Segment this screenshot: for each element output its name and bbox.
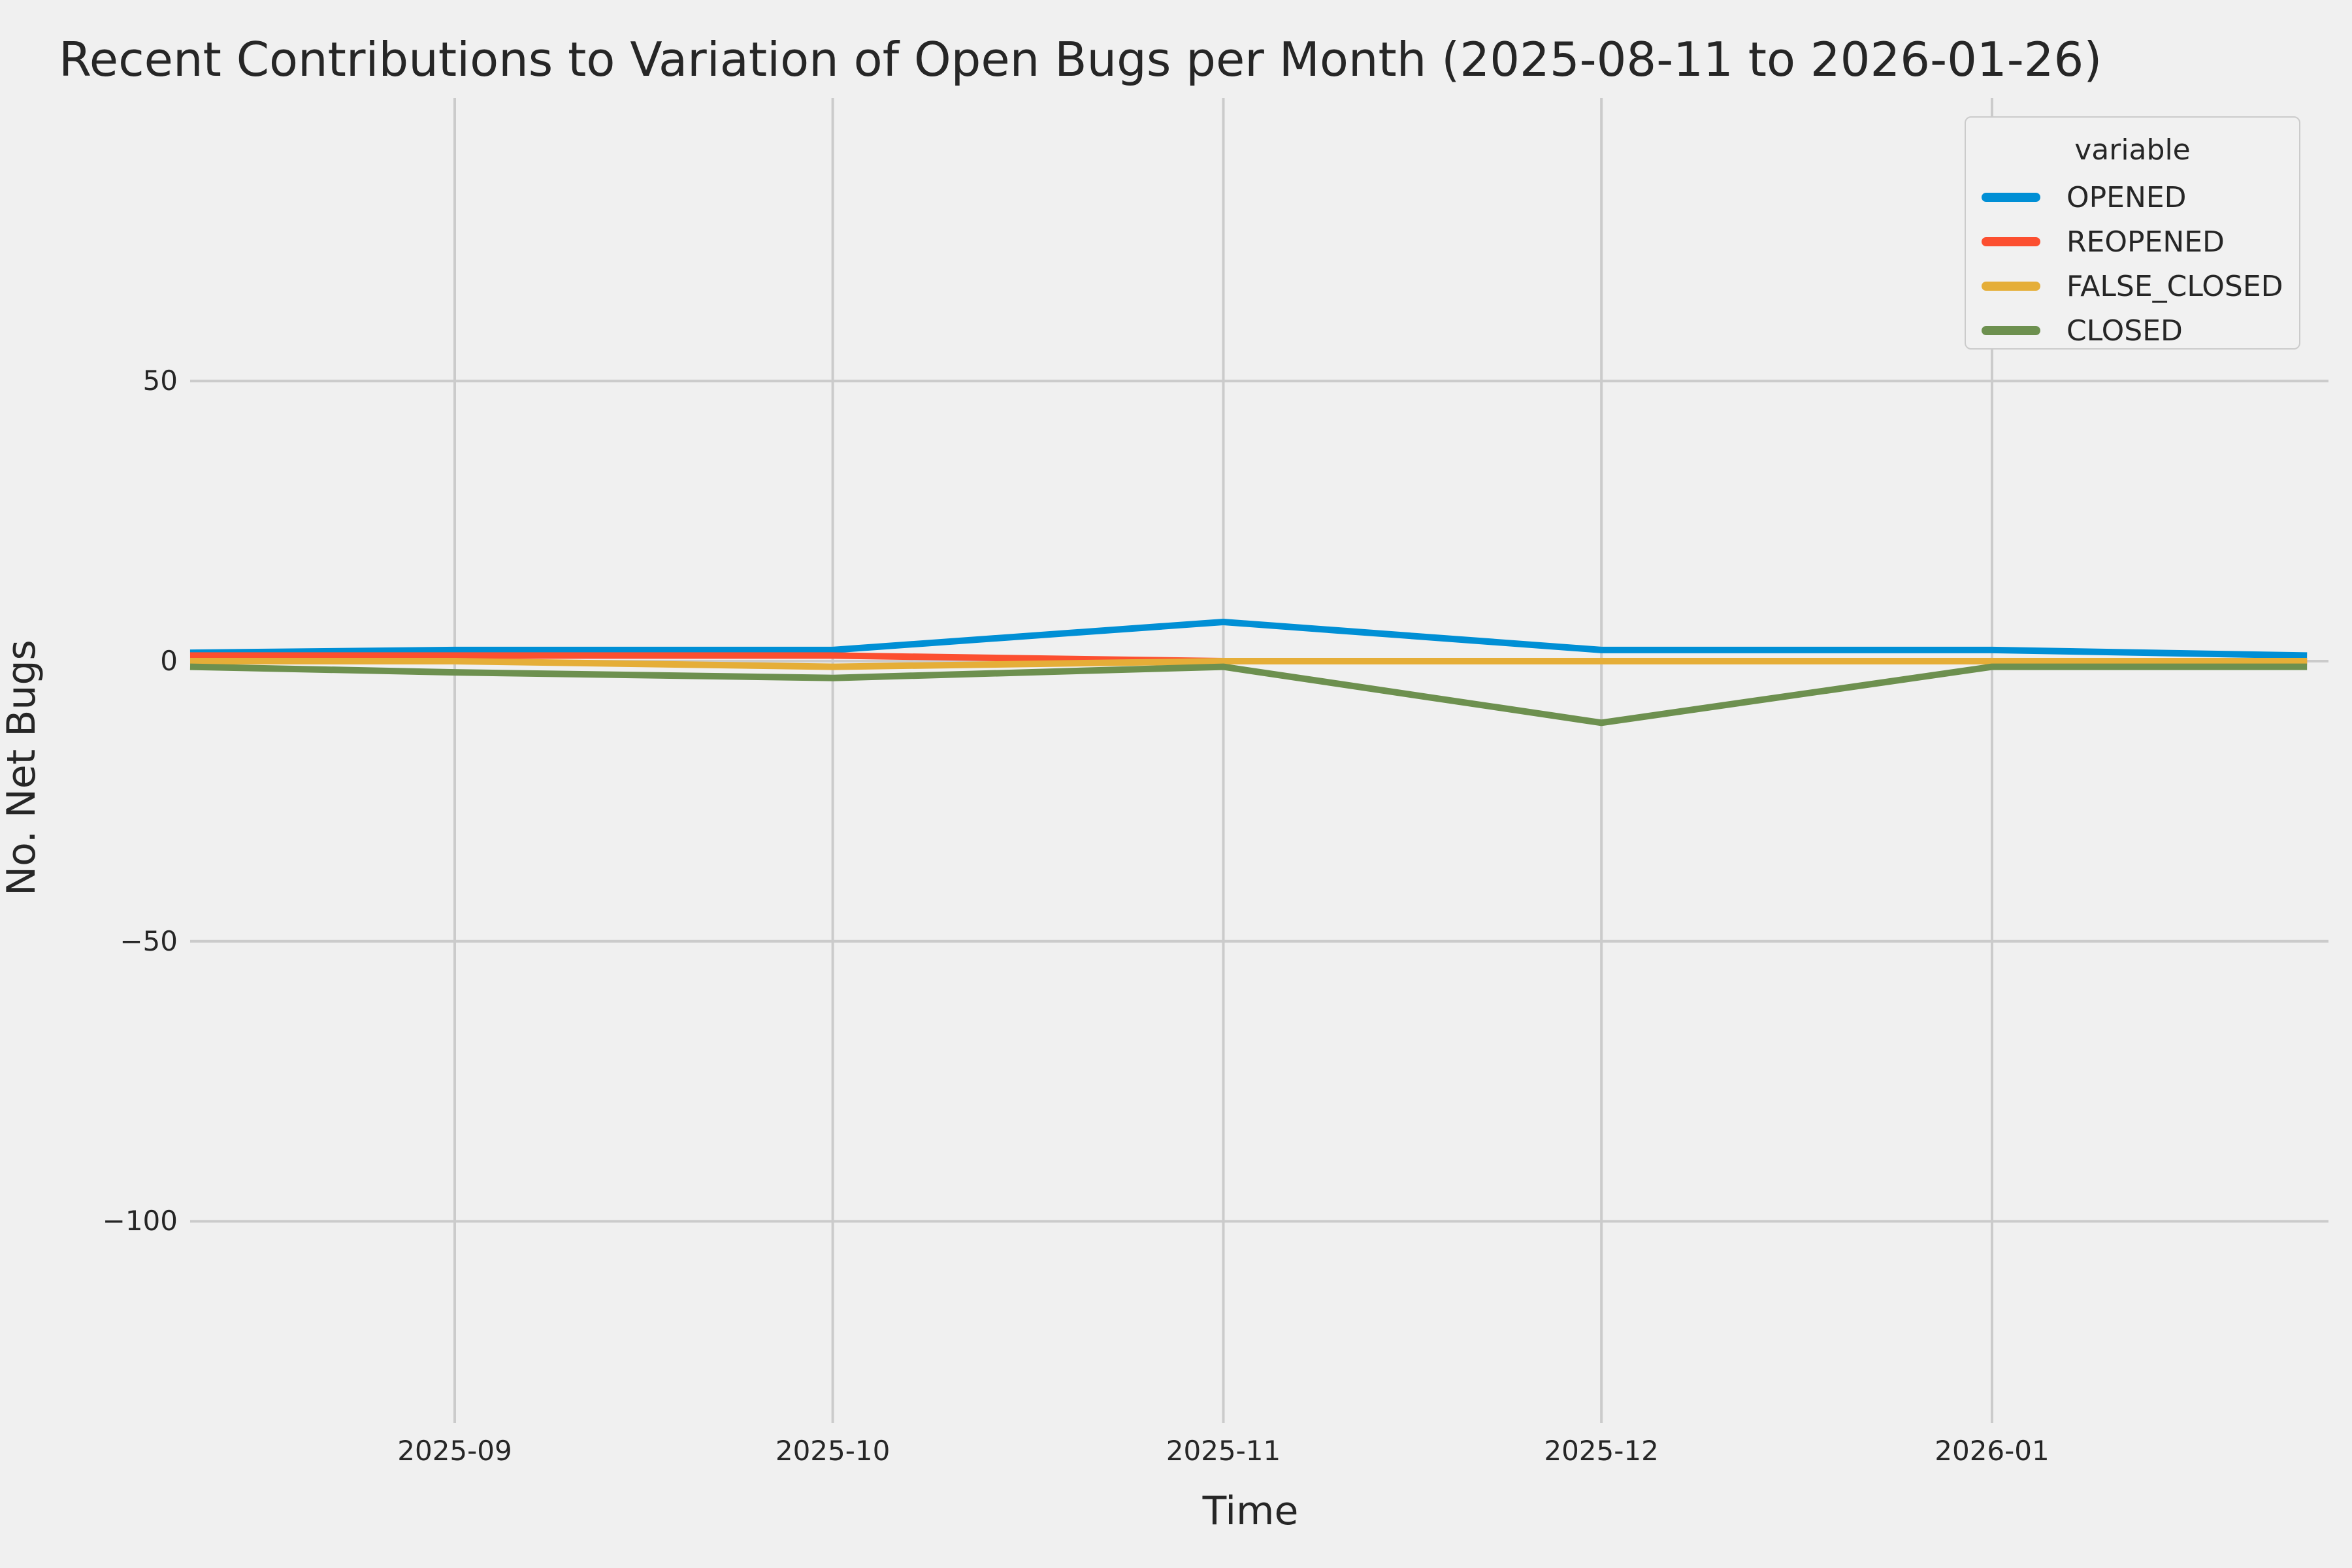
legend-items: OPENED REOPENED FALSE_CLOSED CLOSED bbox=[1966, 175, 2299, 353]
legend-label: REOPENED bbox=[2066, 225, 2225, 259]
legend-swatch-closed bbox=[1982, 326, 2040, 335]
legend-row-false_closed: FALSE_CLOSED bbox=[1966, 264, 2299, 308]
legend-swatch-reopened bbox=[1982, 237, 2040, 246]
x-tick-label: 2025-11 bbox=[1166, 1435, 1281, 1467]
series-line-closed bbox=[189, 663, 2308, 727]
legend-swatch-opened bbox=[1982, 193, 2040, 202]
legend-row-closed: CLOSED bbox=[1966, 308, 2299, 353]
series-line-opened bbox=[189, 618, 2308, 659]
x-tick-label: 2025-10 bbox=[775, 1435, 890, 1467]
x-tick-label: 2025-09 bbox=[397, 1435, 512, 1467]
legend-row-reopened: REOPENED bbox=[1966, 220, 2299, 264]
y-axis-label: No. Net Bugs bbox=[0, 640, 44, 896]
series-line-false_closed bbox=[189, 658, 2308, 670]
legend: variable OPENED REOPENED FALSE_CLOSED CLOSE… bbox=[1965, 116, 2300, 350]
legend-label: FALSE_CLOSED bbox=[2066, 269, 2283, 303]
x-axis-label: Time bbox=[1202, 1488, 1299, 1534]
legend-label: OPENED bbox=[2066, 180, 2187, 214]
chart-title: Recent Contributions to Variation of Ope… bbox=[59, 32, 2102, 87]
x-tick-label: 2025-12 bbox=[1544, 1435, 1659, 1467]
legend-title: variable bbox=[2074, 133, 2191, 167]
legend-label: CLOSED bbox=[2066, 314, 2183, 348]
legend-row-opened: OPENED bbox=[1966, 175, 2299, 220]
legend-swatch-false_closed bbox=[1982, 282, 2040, 291]
x-tick-label: 2026-01 bbox=[1935, 1435, 2050, 1467]
